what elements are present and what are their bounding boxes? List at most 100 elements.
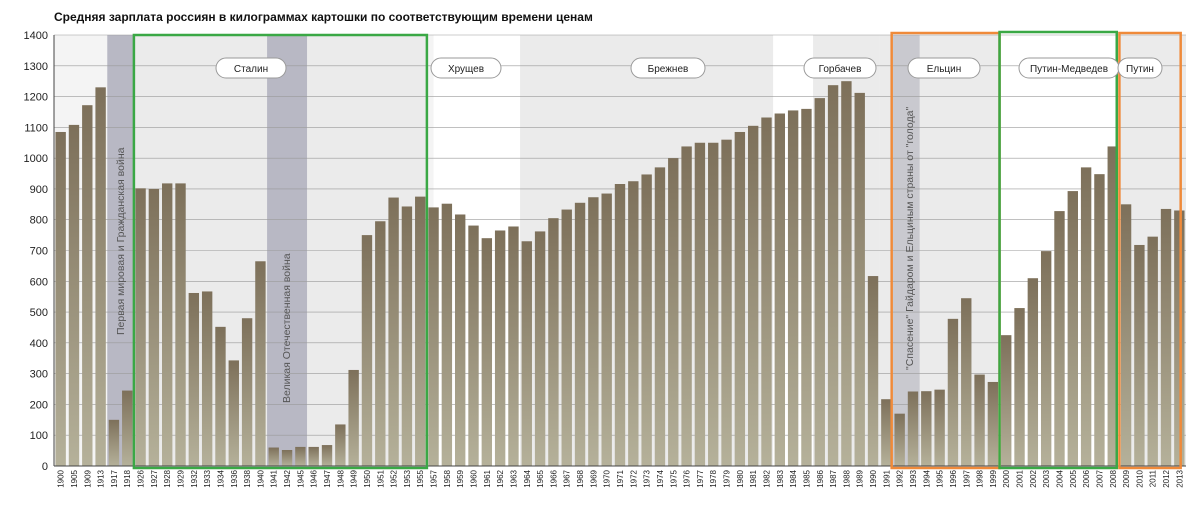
- x-tick-label: 1977: [696, 469, 705, 487]
- y-tick-label: 1000: [24, 153, 48, 165]
- x-tick-label: 1955: [416, 469, 425, 487]
- x-tick-label: 1997: [962, 469, 971, 487]
- era-label-text: Путин-Медведев: [1030, 64, 1108, 75]
- x-tick-label: 1929: [177, 469, 186, 487]
- x-tick-label: 1963: [509, 469, 518, 487]
- bar-1987: [827, 85, 839, 466]
- x-tick-label: 1940: [256, 469, 265, 487]
- era-label-text: Брежнев: [648, 64, 689, 75]
- bar-1980: [734, 131, 746, 466]
- bar-2012: [1160, 208, 1172, 467]
- x-tick-label: 1948: [336, 469, 345, 487]
- x-tick-label: 1971: [616, 469, 625, 487]
- bar-2003: [1040, 251, 1052, 466]
- y-tick-label: 1400: [24, 30, 48, 42]
- bar-2006: [1080, 167, 1092, 466]
- era-labels: Сталин Хрущев Брежнев Горбачев Ельцин Путин-М…: [215, 57, 1163, 79]
- y-tick-label: 1100: [24, 122, 48, 134]
- annotation-text: Первая мировая и Гражданская война: [115, 147, 127, 335]
- bar-1986: [814, 98, 825, 466]
- x-tick-label: 1991: [882, 469, 891, 487]
- bar-1953: [401, 206, 413, 466]
- bar-1934: [215, 326, 226, 466]
- bar-1967: [561, 209, 572, 466]
- x-tick-label: 1973: [643, 469, 652, 487]
- x-tick-label: 1994: [922, 469, 931, 487]
- bar-1978: [708, 142, 719, 466]
- bar-2007: [1094, 174, 1105, 466]
- x-tick-label: 1993: [909, 469, 918, 487]
- bar-1989: [854, 92, 865, 467]
- bar-1992: [894, 413, 905, 466]
- bar-1955: [415, 196, 426, 466]
- bar-1929: [175, 183, 186, 466]
- x-tick-labels: 1900 1905 1909 1913 1917 1918 1926 1927 1928 1929…: [57, 469, 1185, 487]
- era-label-2: Хрущев: [430, 57, 502, 79]
- era-pill: [1117, 57, 1163, 79]
- y-tick-label: 200: [30, 399, 48, 411]
- era-label-5: Ельцин: [907, 57, 981, 79]
- x-tick-label: 1995: [936, 469, 945, 487]
- x-tick-label: 1979: [723, 469, 732, 487]
- bar-2011: [1147, 236, 1158, 466]
- era-boxes: [132, 30, 1182, 470]
- y-tick-label: 600: [30, 276, 48, 288]
- bar-2013: [1174, 210, 1185, 466]
- x-tick-label: 1970: [603, 469, 612, 487]
- x-tick-label: 1952: [390, 469, 399, 487]
- x-tick-label: 1986: [816, 469, 825, 487]
- bar-1990: [867, 276, 879, 466]
- x-tick-label: 2001: [1016, 469, 1025, 487]
- axes: [53, 35, 1186, 467]
- bar-1949: [348, 369, 359, 466]
- era-pill: [430, 57, 502, 79]
- x-tick-label: 2004: [1055, 469, 1064, 487]
- x-tick-label: 2012: [1162, 469, 1171, 487]
- era-label-text: Путин: [1126, 64, 1154, 75]
- bar-1981: [747, 125, 759, 466]
- x-tick-label: 2011: [1149, 469, 1158, 487]
- bar-1979: [721, 139, 732, 466]
- x-tick-label: 1975: [669, 469, 678, 487]
- x-tick-label: 1985: [802, 469, 811, 487]
- x-tick-label: 1978: [709, 469, 718, 487]
- x-tick-label: 1934: [216, 469, 225, 487]
- x-tick-label: 1928: [163, 469, 172, 487]
- x-tick-label: 1900: [57, 469, 66, 487]
- bar-1959: [454, 214, 466, 466]
- x-tick-label: 1938: [243, 469, 252, 487]
- bar-1958: [441, 203, 453, 466]
- bar-1933: [201, 291, 213, 466]
- era-label-text: Сталин: [234, 64, 268, 75]
- bar-1966: [548, 218, 559, 466]
- y-tick-label: 300: [30, 369, 48, 381]
- annotations: Первая мировая и Гражданская война Велика…: [115, 107, 916, 403]
- bar-1975: [668, 158, 679, 466]
- bar-1936: [228, 360, 239, 466]
- era-box: [998, 30, 1118, 470]
- x-tick-label: 1945: [296, 469, 305, 487]
- y-tick-label: 1200: [24, 92, 48, 104]
- bar-1995: [934, 389, 945, 466]
- x-tick-label: 2005: [1069, 469, 1078, 487]
- era-label-6: Путин-Медведев: [1018, 57, 1120, 79]
- bar-2004: [1054, 211, 1065, 466]
- bar-2008: [1107, 146, 1118, 467]
- x-tick-label: 1909: [83, 469, 92, 487]
- bar-2000: [1001, 335, 1012, 466]
- x-tick-label: 1980: [736, 469, 745, 487]
- x-tick-label: 1983: [776, 469, 785, 487]
- x-tick-label: 1988: [842, 469, 851, 487]
- bar-1945: [295, 446, 306, 466]
- bar-2009: [1120, 204, 1132, 467]
- era-label-3: Брежнев: [630, 57, 706, 79]
- x-tick-label: 1953: [403, 469, 412, 487]
- x-tick-label: 2008: [1109, 469, 1118, 487]
- bar-2010: [1134, 244, 1145, 466]
- bar-1983: [774, 113, 786, 466]
- era-box: [1118, 31, 1182, 470]
- x-tick-label: 1917: [110, 469, 119, 487]
- x-tick-label: 1969: [589, 469, 598, 487]
- bar-1900: [55, 131, 66, 466]
